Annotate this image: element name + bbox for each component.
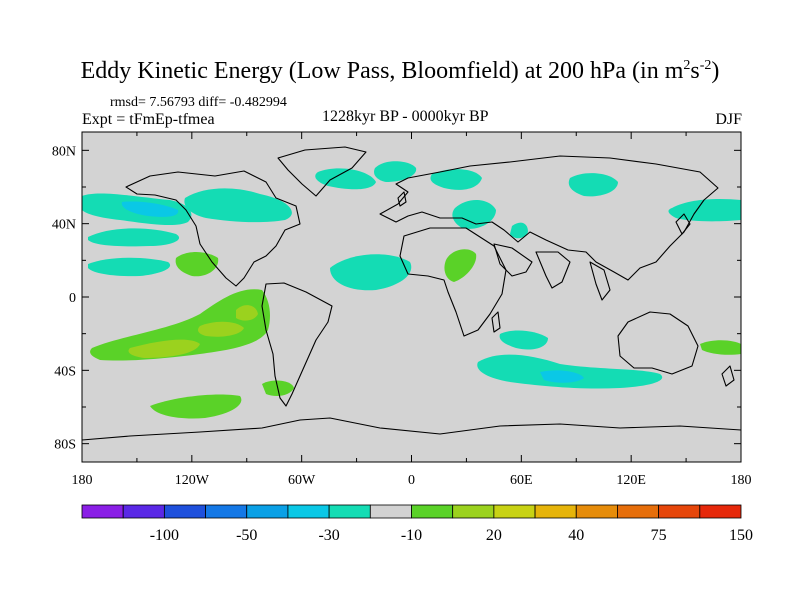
coast-north-america — [125, 170, 301, 287]
coast-greenland — [277, 146, 367, 197]
colorbar-swatch — [369, 504, 412, 519]
region-siberia-low — [568, 173, 618, 197]
colorbar-swatch — [411, 504, 454, 519]
region-europe-low — [430, 169, 482, 190]
colorbar-swatch — [575, 504, 618, 519]
anomaly-regions — [82, 161, 741, 419]
region-pacific-low-south — [88, 257, 171, 277]
colorbar-swatch — [534, 504, 577, 519]
coast-arabia — [493, 243, 533, 277]
lat-label: 40S — [54, 364, 76, 379]
coast-japan — [675, 213, 691, 235]
region-east-pacific-low — [668, 198, 741, 222]
colorbar-swatch — [658, 504, 701, 519]
coast-eurasia — [379, 155, 719, 281]
region-south-pacific-core-3 — [236, 305, 258, 321]
colorbar-swatch — [328, 504, 371, 519]
lon-label: 0 — [408, 473, 415, 488]
colorbar-swatch — [493, 504, 536, 519]
colorbar-swatch — [81, 504, 124, 519]
colorbar-swatch — [122, 504, 165, 519]
colorbar-swatch — [205, 504, 248, 519]
coast-madagascar — [491, 311, 501, 333]
region-greenland-low — [315, 168, 376, 190]
colorbar-swatch — [287, 504, 330, 519]
colorbar-label: -50 — [236, 527, 257, 544]
coast-southeast-asia — [589, 261, 611, 301]
coast-africa — [399, 227, 507, 337]
region-west-pacific-low — [88, 228, 180, 247]
lon-label: 180 — [72, 473, 93, 488]
colorbar-label: -10 — [401, 527, 422, 544]
lon-label: 180 — [731, 473, 752, 488]
colorbar-swatch — [246, 504, 289, 519]
region-southwest-indian-low — [499, 330, 548, 350]
lat-label: 0 — [69, 291, 76, 306]
coast-india — [535, 251, 571, 289]
region-south-pacific-high — [90, 289, 270, 361]
colorbar: -100 -50 -30 -10 20 40 75 150 — [81, 504, 753, 544]
region-drake-high — [150, 394, 242, 419]
axis-labels: 80N 40N 0 40S 80S 180 120W 60W 0 60E 120E 180 — [52, 144, 752, 488]
region-arctic-low — [374, 161, 417, 182]
region-north-atlantic-low — [184, 188, 292, 223]
colorbar-label: 40 — [568, 527, 584, 544]
lon-label: 60W — [288, 473, 316, 488]
colorbar-label: -100 — [150, 527, 179, 544]
region-mid-atlantic-low — [330, 254, 412, 291]
lat-label: 40N — [52, 218, 76, 233]
region-central-asia-low — [510, 222, 528, 239]
lat-label: 80N — [52, 144, 76, 159]
rmsd-diff-stats: rmsd= 7.56793 diff= -0.482994 — [110, 95, 287, 110]
colorbar-swatch — [163, 504, 206, 519]
experiment-label: Expt = tFmEp-tfmea — [82, 111, 215, 128]
coast-australia — [617, 311, 699, 375]
coast-uk — [397, 191, 407, 207]
lon-label: 120W — [175, 473, 210, 488]
plot-title: Eddy Kinetic Energy (Low Pass, Bloomfiel… — [80, 58, 720, 84]
coast-new-zealand — [721, 365, 735, 387]
colorbar-label: 20 — [486, 527, 502, 544]
time-period-label: 1228kyr BP - 0000kyr BP — [322, 108, 489, 125]
region-south-pacific-core-2 — [198, 321, 244, 337]
lat-label: 80S — [54, 438, 76, 453]
region-africa-high — [444, 249, 477, 282]
lon-label: 120E — [616, 473, 646, 488]
coastlines — [82, 146, 741, 441]
axis-ticks — [81, 132, 742, 462]
colorbar-swatch — [617, 504, 660, 519]
region-tasman-high — [700, 340, 741, 355]
colorbar-swatch — [699, 504, 742, 519]
coast-antarctica — [82, 417, 741, 441]
region-north-pacific-core — [121, 201, 179, 217]
lon-label: 60E — [510, 473, 533, 488]
region-east-pacific-high — [175, 252, 219, 277]
coast-south-america — [261, 282, 333, 407]
region-indian-ocean-core — [540, 370, 584, 383]
colorbar-label: -30 — [318, 527, 339, 544]
colorbar-label: 75 — [651, 527, 667, 544]
region-mediterranean-low — [452, 199, 496, 229]
colorbar-label: 150 — [729, 527, 753, 544]
colorbar-swatch — [452, 504, 495, 519]
season-label: DJF — [715, 111, 742, 128]
region-south-pacific-core — [128, 339, 200, 358]
